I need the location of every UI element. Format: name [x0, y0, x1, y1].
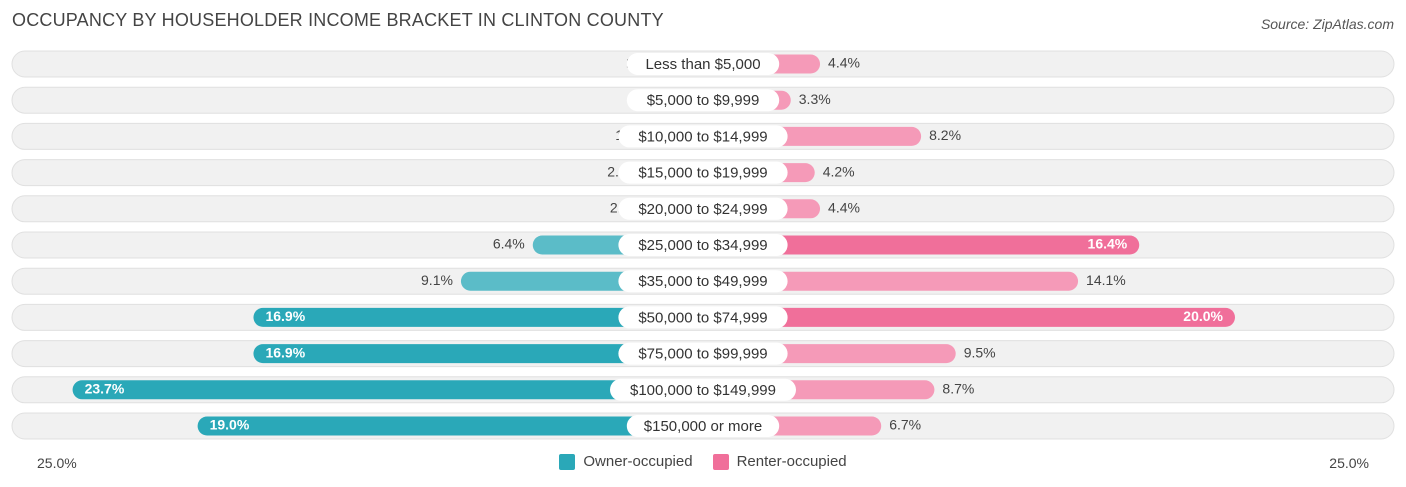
category-label-bg	[610, 378, 796, 401]
legend-label-renter: Renter-occupied	[736, 453, 847, 470]
axis-left-label: 25.0%	[37, 455, 77, 471]
renter-value-label: 8.2%	[929, 127, 961, 143]
category-label: $20,000 to $24,999	[638, 201, 767, 218]
renter-value-label: 16.4%	[1088, 236, 1128, 252]
renter-value-label: 14.1%	[1086, 272, 1126, 288]
category-label-bg	[618, 125, 788, 148]
category-label-bg	[626, 415, 780, 437]
renter-value-label: 6.7%	[889, 417, 921, 433]
legend-label-owner: Owner-occupied	[583, 453, 693, 470]
renter-bar	[703, 307, 1235, 327]
axis-right-label: 25.0%	[1329, 455, 1369, 471]
owner-value-label: 16.9%	[265, 344, 305, 360]
legend-swatch-renter	[712, 453, 729, 470]
legend-item-renter[interactable]: Renter-occupied	[712, 453, 847, 470]
renter-value-label: 4.2%	[823, 163, 855, 179]
owner-bar	[197, 416, 703, 436]
renter-value-label: 4.4%	[828, 200, 860, 216]
category-label-bg	[626, 53, 780, 75]
renter-value-label: 4.4%	[828, 55, 860, 71]
category-label: $150,000 or more	[644, 418, 762, 435]
legend: Owner-occupied Renter-occupied	[0, 453, 1406, 470]
category-label: $10,000 to $14,999	[638, 128, 767, 145]
owner-value-label: 6.4%	[493, 236, 525, 252]
owner-value-label: 23.7%	[85, 381, 125, 397]
category-label: $100,000 to $149,999	[630, 382, 776, 399]
renter-value-label: 3.3%	[799, 91, 831, 107]
category-label-bg	[618, 197, 788, 220]
source-credit: Source: ZipAtlas.com	[1260, 16, 1394, 32]
renter-value-label: 20.0%	[1183, 308, 1223, 324]
category-label-bg	[618, 161, 788, 184]
category-label: $50,000 to $74,999	[638, 309, 767, 326]
category-label-bg	[618, 306, 788, 329]
chart-title: OCCUPANCY BY HOUSEHOLDER INCOME BRACKET …	[12, 10, 664, 30]
legend-swatch-owner	[559, 453, 576, 470]
category-label: $15,000 to $19,999	[638, 165, 767, 182]
category-label-bg	[618, 270, 788, 293]
category-label-bg	[626, 89, 780, 112]
renter-value-label: 8.7%	[942, 381, 974, 397]
owner-value-label: 9.1%	[421, 272, 453, 288]
category-label: $25,000 to $34,999	[638, 237, 767, 254]
renter-value-label: 9.5%	[964, 344, 996, 360]
owner-value-label: 19.0%	[210, 417, 250, 433]
category-label: $75,000 to $99,999	[638, 346, 767, 363]
owner-value-label: 16.9%	[265, 308, 305, 324]
category-label-bg	[618, 234, 788, 256]
owner-bar	[72, 380, 703, 400]
category-label-bg	[618, 342, 788, 365]
category-label: $35,000 to $49,999	[638, 273, 767, 290]
category-label: Less than $5,000	[645, 56, 760, 73]
legend-item-owner[interactable]: Owner-occupied	[559, 453, 693, 470]
renter-bar	[703, 271, 1079, 291]
owner-bar	[253, 344, 703, 364]
owner-bar	[253, 307, 703, 327]
renter-bar	[703, 235, 1140, 255]
category-label: $5,000 to $9,999	[647, 92, 760, 109]
